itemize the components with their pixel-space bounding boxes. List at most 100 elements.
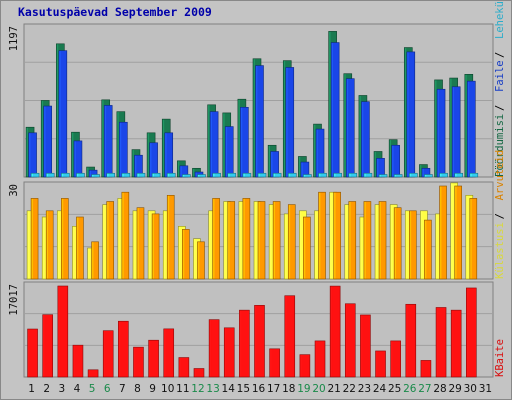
- bar-highlight: [28, 329, 30, 377]
- bar-highlight: [122, 192, 124, 279]
- x-tick-label: 31: [479, 383, 492, 395]
- bar-highlight: [319, 192, 321, 279]
- bar-highlight: [243, 173, 245, 177]
- legend-label-KBaite: KBaite: [494, 339, 506, 377]
- legend-label-Faile: Faile: [494, 60, 506, 92]
- bar-highlight: [57, 211, 60, 279]
- bar-highlight: [132, 150, 134, 177]
- bar-KBaite-day-24: [375, 350, 386, 378]
- bar-KBaite-day-19: [299, 354, 311, 378]
- bar-highlight: [167, 195, 170, 279]
- bar-highlight: [450, 78, 452, 177]
- bar-highlight: [301, 162, 303, 177]
- bar-Lehekülgi-day-24: [378, 174, 388, 178]
- bar-highlight: [122, 173, 124, 177]
- x-tick-label: 22: [343, 383, 356, 395]
- bar-highlight: [300, 355, 302, 377]
- bar-KBaite-day-30: [466, 287, 477, 378]
- bar-highlight: [89, 170, 91, 177]
- bar-highlight: [239, 202, 241, 279]
- bar-Arvuteid-day-20: [318, 191, 326, 280]
- bar-highlight: [76, 173, 79, 177]
- bar-highlight: [87, 167, 89, 177]
- bar-Lehekülgi-day-1: [30, 172, 40, 178]
- bar-KBaite-day-15: [239, 309, 250, 378]
- bar-highlight: [364, 173, 366, 177]
- bar-highlight: [133, 347, 136, 377]
- bar-KBaite-day-10: [163, 328, 175, 378]
- right-legend: Pöördumisi / Faile / LehekülgiKülastusi …: [494, 0, 506, 377]
- bar-highlight: [117, 112, 119, 177]
- legend-label-Lehekülgi: Lehekülgi: [494, 0, 506, 39]
- bar-highlight: [314, 124, 316, 177]
- bar-highlight: [466, 195, 468, 279]
- x-tick-label: 1: [28, 383, 35, 395]
- bar-Arvuteid-day-6: [106, 201, 115, 280]
- legend-separator: /: [494, 213, 506, 219]
- bar-highlight: [119, 122, 122, 177]
- bar-highlight: [331, 43, 334, 177]
- bar-highlight: [298, 156, 301, 177]
- bar-Lehekülgi-day-20: [318, 172, 327, 178]
- bar-highlight: [405, 211, 408, 279]
- bar-Arvuteid-day-24: [378, 201, 387, 280]
- bar-highlight: [133, 211, 135, 279]
- bar-highlight: [46, 211, 49, 279]
- bar-highlight: [210, 112, 213, 177]
- bar-Lehekülgi-day-5: [91, 174, 100, 178]
- bar-highlight: [303, 217, 306, 279]
- bar-highlight: [254, 202, 256, 279]
- bar-highlight: [375, 205, 377, 279]
- bar-highlight: [194, 368, 196, 377]
- bar-highlight: [379, 202, 381, 279]
- bar-highlight: [104, 105, 107, 177]
- bar-highlight: [288, 173, 291, 177]
- bar-KBaite-day-17: [269, 348, 280, 378]
- bar-KBaite-day-9: [148, 339, 159, 378]
- bar-highlight: [167, 173, 170, 177]
- bar-Lehekülgi-day-30: [469, 172, 479, 178]
- bar-highlight: [59, 51, 61, 177]
- bar-highlight: [329, 31, 331, 177]
- bar-KBaite-day-27: [420, 360, 432, 378]
- bar-highlight: [361, 102, 364, 177]
- bar-Lehekülgi-day-10: [166, 172, 176, 178]
- bar-Lehekülgi-day-8: [136, 172, 146, 178]
- bar-Arvuteid-day-3: [61, 198, 69, 280]
- bar-highlight: [92, 175, 94, 177]
- bar-KBaite-day-8: [133, 346, 144, 378]
- bar-KBaite-day-13: [208, 319, 220, 378]
- bar-highlight: [27, 211, 29, 279]
- legend-label-Külastusi: Külastusi: [494, 222, 506, 279]
- bar-KBaite-day-20: [314, 340, 326, 378]
- bar-highlight: [452, 87, 455, 177]
- x-tick-label: 2: [43, 383, 50, 395]
- bar-highlight: [392, 145, 394, 177]
- chart-panels: 1197 30 17017: [8, 23, 494, 378]
- panel-bot: 17017: [8, 281, 494, 378]
- bar-highlight: [253, 59, 255, 177]
- bar-highlight: [197, 242, 200, 279]
- bar-highlight: [377, 158, 379, 177]
- bar-highlight: [56, 44, 59, 177]
- bar-highlight: [455, 173, 457, 177]
- bar-highlight: [224, 328, 227, 377]
- bar-KBaite-day-14: [223, 327, 235, 378]
- x-tick-label: 11: [176, 383, 189, 395]
- bar-Arvuteid-day-14: [227, 201, 236, 280]
- x-tick-label: 14: [222, 383, 236, 395]
- bar-highlight: [74, 141, 76, 177]
- bar-Lehekülgi-day-4: [76, 172, 85, 178]
- bar-Lehekülgi-day-9: [151, 172, 161, 178]
- bar-KBaite-day-1: [27, 328, 38, 378]
- legend-separator: /: [494, 105, 506, 111]
- bar-Arvuteid-day-4: [76, 216, 84, 280]
- bar-highlight: [258, 173, 260, 177]
- y-axis-max-label: 17017: [8, 284, 20, 316]
- bar-highlight: [223, 113, 225, 177]
- bar-highlight: [180, 166, 182, 177]
- bar-highlight: [76, 217, 79, 279]
- bar-highlight: [213, 198, 215, 279]
- bar-highlight: [285, 296, 287, 377]
